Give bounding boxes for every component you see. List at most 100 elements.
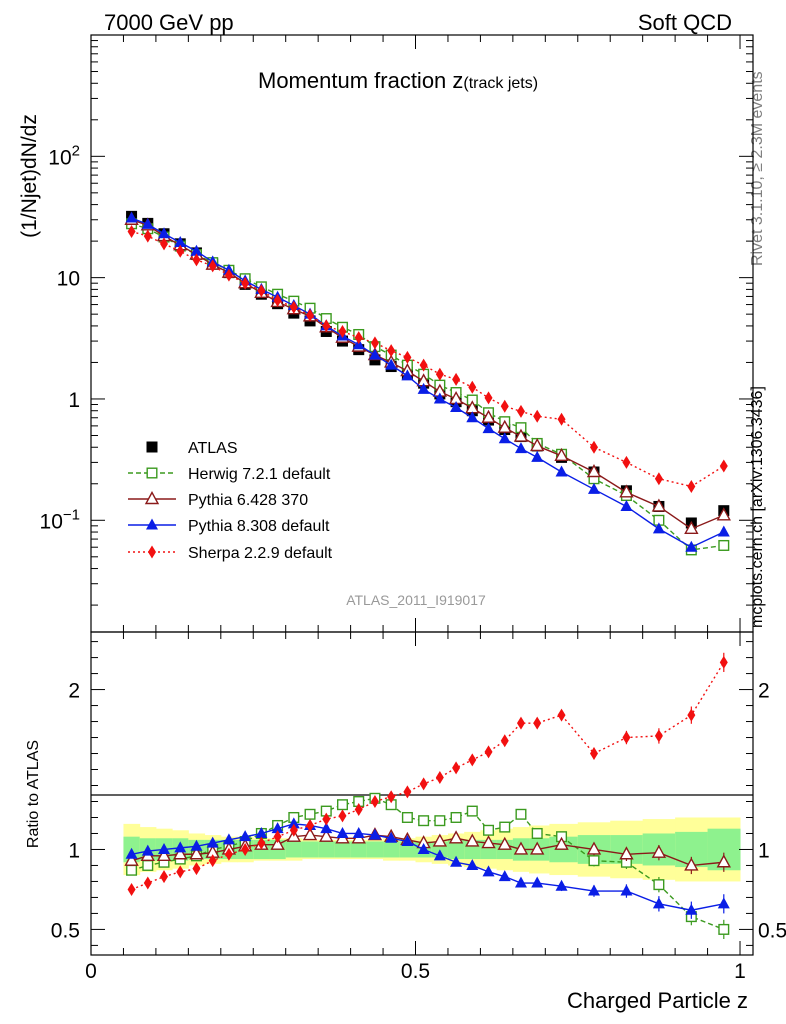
data-point xyxy=(687,479,696,493)
data-point xyxy=(208,259,217,273)
data-point xyxy=(685,540,698,552)
ratio-point xyxy=(719,655,728,669)
ratio-point xyxy=(450,855,463,867)
rivet-label: Rivet 3.1.10, ≥ 2.3M events xyxy=(749,71,766,266)
top-ticks: 10−1 1 10 102 xyxy=(40,35,753,632)
ratio-line xyxy=(131,662,725,891)
data-point xyxy=(651,498,667,512)
bottom-ytick-label-right: 0.5 xyxy=(758,919,786,942)
data-point xyxy=(482,422,495,434)
ratio-point xyxy=(482,865,495,877)
legend-entry-herwig-7-2-1-default: Herwig 7.2.1 default xyxy=(128,466,331,483)
data-point xyxy=(125,211,138,223)
ratio-point xyxy=(557,708,566,722)
data-point xyxy=(417,382,430,394)
ratio-point xyxy=(514,876,527,888)
bottom-panel-frame xyxy=(90,631,754,956)
ratio-point xyxy=(620,884,633,896)
data-point xyxy=(484,391,493,405)
band-inner xyxy=(366,841,384,858)
data-point xyxy=(716,507,731,521)
ratio-point xyxy=(287,817,300,829)
ratio-point xyxy=(432,833,448,847)
data-point xyxy=(160,237,169,251)
ratio-point xyxy=(500,734,509,748)
data-point xyxy=(719,459,728,473)
data-point xyxy=(257,284,266,298)
ratio-point xyxy=(516,716,525,730)
ratio-point xyxy=(271,822,284,834)
top-ylabel: (1/Njet)dN/dz xyxy=(18,114,41,238)
ratio-point xyxy=(158,842,171,854)
ratio-point xyxy=(192,862,201,876)
ratio-point xyxy=(156,847,172,862)
legend-marker xyxy=(144,491,160,505)
data-point xyxy=(452,372,461,386)
xtick-label: 1 xyxy=(734,960,746,983)
ratio-point xyxy=(452,761,461,775)
ratio-point xyxy=(622,731,631,745)
top-ytick-label: 1 xyxy=(68,389,80,412)
ratio-point xyxy=(257,836,266,850)
data-point xyxy=(586,464,602,478)
ratio-point xyxy=(481,835,496,849)
data-point xyxy=(466,411,479,423)
data-point xyxy=(370,336,379,350)
ratio-point xyxy=(208,854,217,868)
ratio-point xyxy=(320,822,333,834)
ratio-point xyxy=(401,811,413,823)
ratio-point xyxy=(370,794,379,808)
ratio-point xyxy=(176,865,185,879)
ratio-point xyxy=(222,833,235,845)
ratio-point xyxy=(718,923,730,935)
ratio-point xyxy=(531,827,543,839)
legend-marker xyxy=(146,467,158,479)
data-point xyxy=(190,244,203,256)
ratio-point xyxy=(143,876,152,890)
ratio-point xyxy=(241,842,250,856)
data-point xyxy=(289,300,298,314)
data-point xyxy=(174,235,187,247)
data-point xyxy=(513,428,529,442)
data-point xyxy=(622,455,631,469)
ratio-point xyxy=(499,821,511,833)
data-point xyxy=(498,432,511,444)
data-point xyxy=(306,308,315,322)
ratio-point xyxy=(255,826,268,838)
data-point xyxy=(322,319,331,333)
ratio-point xyxy=(273,830,282,844)
data-point xyxy=(158,227,171,239)
ratio-point xyxy=(687,708,696,722)
ratio-point xyxy=(304,808,316,820)
ratio-point xyxy=(498,870,511,882)
ratio-point xyxy=(466,805,478,817)
data-point xyxy=(450,401,463,413)
legend-label: Pythia 8.308 default xyxy=(188,518,330,535)
bottom-ytick-label: 2 xyxy=(68,680,80,703)
legend-marker xyxy=(146,441,158,453)
ratio-point xyxy=(654,729,663,743)
ratio-point xyxy=(173,846,188,860)
main-title: Momentum fraction z(track jets) xyxy=(258,68,538,93)
data-point xyxy=(176,244,185,258)
bottom-ytick-label-right: 2 xyxy=(758,680,770,703)
data-point xyxy=(419,358,428,372)
data-point xyxy=(241,276,250,290)
data-point xyxy=(554,447,569,462)
data-point xyxy=(143,229,152,243)
band-inner xyxy=(301,841,319,858)
ratio-point xyxy=(531,876,544,888)
band-inner xyxy=(285,841,303,858)
ratio-point xyxy=(385,831,398,843)
legend: ATLAS Herwig 7.2.1 default Pythia 6.428 37… xyxy=(128,440,333,562)
ratio-point xyxy=(417,842,430,854)
top-series xyxy=(124,210,731,556)
legend-label: Sherpa 2.2.9 default xyxy=(188,545,333,562)
ratio-point xyxy=(302,827,318,841)
xtick-label: 0.5 xyxy=(401,960,430,983)
data-point xyxy=(718,539,730,551)
ratio-point xyxy=(352,826,365,838)
data-point xyxy=(530,437,545,452)
legend-marker xyxy=(146,518,158,530)
